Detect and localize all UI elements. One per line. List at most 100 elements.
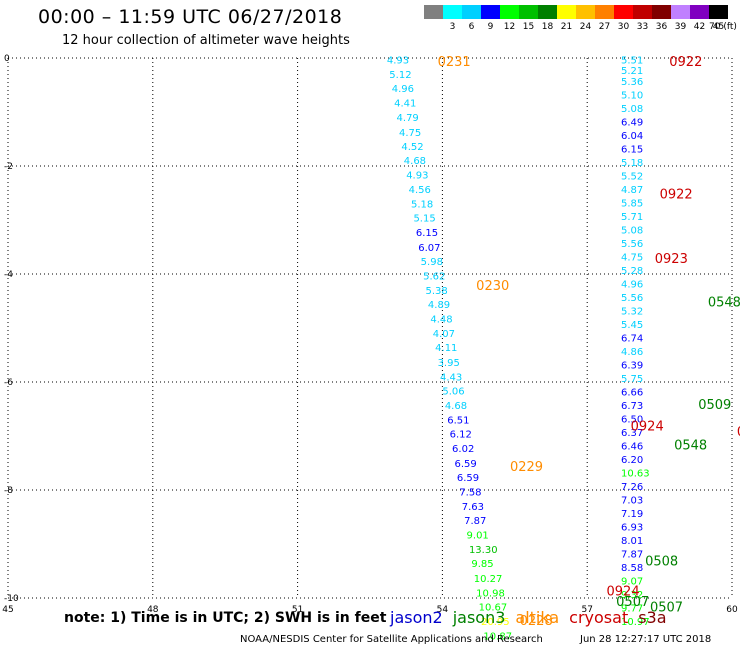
colorbar-swatch [500,5,519,19]
data-point-label: 6.15 [621,145,643,156]
data-point-label: 4.68 [445,401,467,412]
data-point-label: 5.56 [621,293,643,304]
data-point-label: 5.21 [621,66,643,77]
colorbar-swatch [481,5,500,19]
data-point-label: 7.87 [621,550,643,561]
y-tick-label: -2 [4,162,13,172]
data-point-label: 5.85 [621,199,643,210]
pass-time-label: 0228 [520,614,553,629]
data-point-label: 6.20 [621,455,643,466]
data-point-label: 4.56 [409,185,431,196]
pass-time-label: 0922 [669,55,702,70]
data-point-label: 5.98 [421,257,443,268]
data-point-label: 4.75 [621,253,643,264]
data-point-label: 7.58 [459,487,481,498]
data-point-label: 5.36 [621,77,643,88]
data-point-label: 7.87 [464,516,486,527]
colorbar-tick-label: 12 [503,22,516,32]
data-point-label: 6.73 [621,401,643,412]
generated-timestamp: Jun 28 12:27:17 UTC 2018 [580,634,712,645]
data-point-label: 6.46 [621,442,643,453]
y-tick-label: -4 [4,270,13,280]
y-tick-label: -8 [4,486,13,496]
y-tick-label: -10 [4,594,19,604]
legend-item-s3a: s3a [638,608,667,627]
data-point-label: 4.48 [430,315,452,326]
data-point-label: 5.10 [621,91,643,102]
data-point-label: 4.07 [433,329,455,340]
pass-time-label: 0509 [698,398,731,413]
data-point-label: 4.96 [621,280,643,291]
x-tick-label: 60 [726,605,738,615]
colorbar-tick-label: 15 [522,22,535,32]
pass-time-label: 0230 [476,279,509,294]
colorbar-tick-label: 45 [712,22,725,32]
data-point-label: 4.93 [387,55,409,66]
data-point-label: 5.18 [411,200,433,211]
x-tick-label: 51 [292,605,303,615]
data-point-label: 3.95 [438,358,460,369]
colorbar-tick-label: 6 [468,22,475,32]
data-point-label: 8.01 [621,536,643,547]
colorbar-swatch [633,5,652,19]
data-point-label: 6.02 [452,444,474,455]
data-point-label: 10.63 [621,469,650,480]
data-point-label: 10.67 [479,602,508,613]
x-tick-label: 45 [2,605,13,615]
colorbar-tick-label: 18 [541,22,554,32]
data-point-label: 4.87 [621,185,643,196]
colorbar-tick-label: 39 [674,22,687,32]
data-point-label: 5.08 [621,226,643,237]
credit-line: NOAA/NESDIS Center for Satellite Applica… [240,634,543,645]
data-point-label: 5.51 [621,55,643,66]
data-point-label: 6.51 [447,416,469,427]
colorbar-swatch [443,5,462,19]
data-point-label: 10.98 [476,588,505,599]
data-point-label: 5.75 [621,374,643,385]
data-point-label: 4.43 [440,372,462,383]
colorbar-tick-label: 9 [487,22,494,32]
data-point-label: 4.93 [406,170,428,181]
data-point-label: 5.06 [442,386,464,397]
page-title: 00:00 – 11:59 UTC 06/27/2018 [38,6,343,28]
data-point-label: 9.01 [467,531,489,542]
data-point-label: 5.52 [621,172,643,183]
data-point-label: 10.87 [483,632,512,643]
colorbar-swatch [424,5,443,19]
colorbar-tick-label: 30 [617,22,630,32]
pass-time-label: 0924 [631,420,664,435]
page-subtitle: 12 hour collection of altimeter wave hei… [62,33,350,48]
colorbar-swatch [576,5,595,19]
y-tick-label: 0 [4,54,10,64]
data-point-label: 4.41 [394,99,416,110]
data-point-label: 9.85 [471,559,493,570]
colorbar-tick-label: 27 [598,22,611,32]
data-point-label: 5.62 [423,271,445,282]
colorbar-swatch [595,5,614,19]
pass-time-label: 0507 [616,595,649,610]
data-point-label: 5.71 [621,212,643,223]
data-point-label: 4.68 [404,156,426,167]
data-point-label: 5.28 [621,266,643,277]
data-point-label: 9.07 [621,577,643,588]
legend-item-jason2: jason2 [390,608,443,627]
data-point-label: 7.26 [621,482,643,493]
data-point-label: 13.30 [469,545,498,556]
data-point-label: 6.12 [450,430,472,441]
legend-item-cryosat: cryosat [569,608,629,627]
pass-time-label: 0924 [607,584,640,599]
x-tick-label: 57 [581,605,592,615]
colorbar-labels: 3 6 9 12 15 18 21 24 27 30 33 36 39 42 45 [424,22,728,34]
pass-time-label: 0548 [674,439,707,454]
pass-time-label: 0548 [708,295,740,310]
pass-time-label: 0229 [510,460,543,475]
colorbar-swatch [519,5,538,19]
colorbar-tick-label: 21 [560,22,573,32]
data-point-label: 5.12 [389,70,411,81]
colorbar-swatch [614,5,633,19]
colorbar-tick-label: 42 [693,22,706,32]
pass-time-label: 06 [737,425,740,440]
data-point-label: 4.79 [397,113,419,124]
data-point-label: 5.32 [621,307,643,318]
pass-time-label: 0922 [660,187,693,202]
